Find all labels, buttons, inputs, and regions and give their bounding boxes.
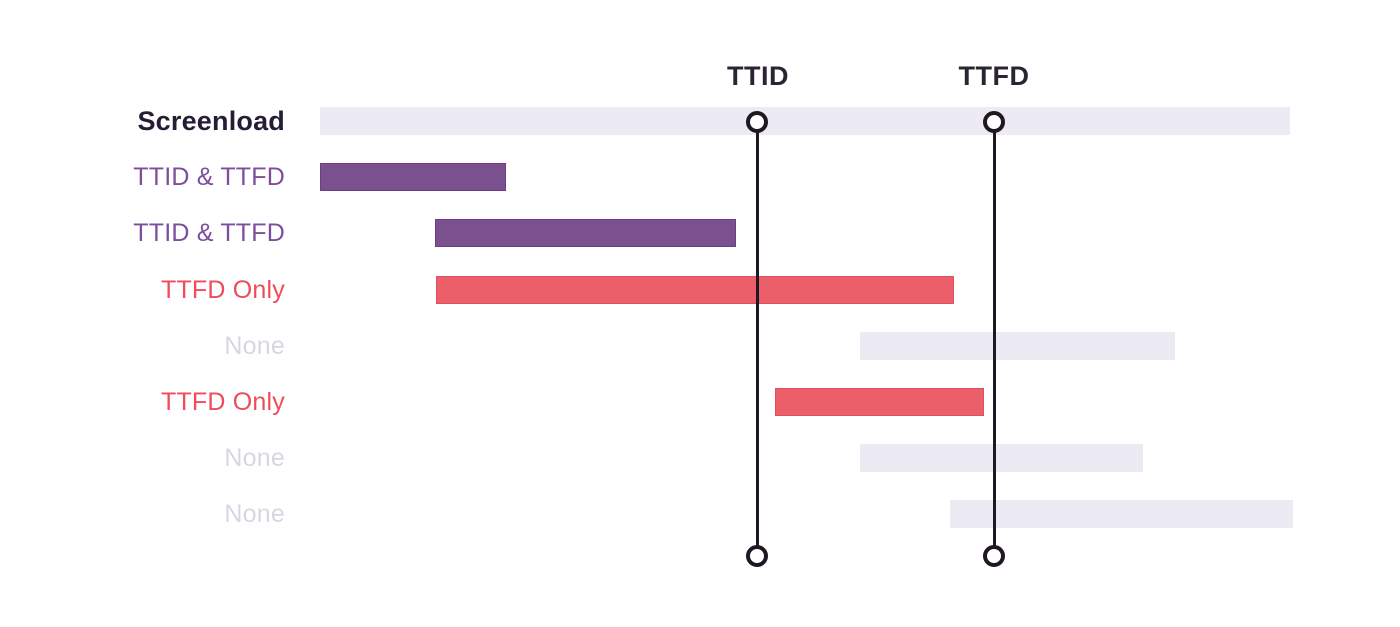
none-span-bar-2 [860,444,1143,472]
ttid-ttfd-span-bar-1 [320,163,506,191]
row-label-ttid-ttfd-1: TTID & TTFD [133,163,285,191]
row-label-none-1: None [224,332,285,360]
row-label-ttid-ttfd-2: TTID & TTFD [133,219,285,247]
ttid-marker-line [756,122,759,556]
row-label-none-2: None [224,444,285,472]
row-label-screenload: Screenload [137,106,285,136]
ttid-ttfd-span-bar-2 [435,219,736,247]
ttid-marker-bottom-circle-icon [746,545,768,567]
ttfd-only-span-bar-2 [775,388,984,416]
row-label-none-3: None [224,500,285,528]
ttfd-marker-line [993,122,996,556]
ttfd-marker-label: TTFD [958,61,1030,91]
ttfd-marker-top-circle-icon [983,111,1005,133]
ttid-marker-top-circle-icon [746,111,768,133]
row-label-ttfd-only-2: TTFD Only [160,388,285,416]
ttid-marker-label: TTID [727,61,789,91]
none-span-bar-1 [860,332,1175,360]
row-label-ttfd-only-1: TTFD Only [160,276,285,304]
screenload-track-bar [320,107,1290,135]
ttfd-only-span-bar-1 [436,276,954,304]
none-span-bar-3 [950,500,1293,528]
ttfd-marker-bottom-circle-icon [983,545,1005,567]
